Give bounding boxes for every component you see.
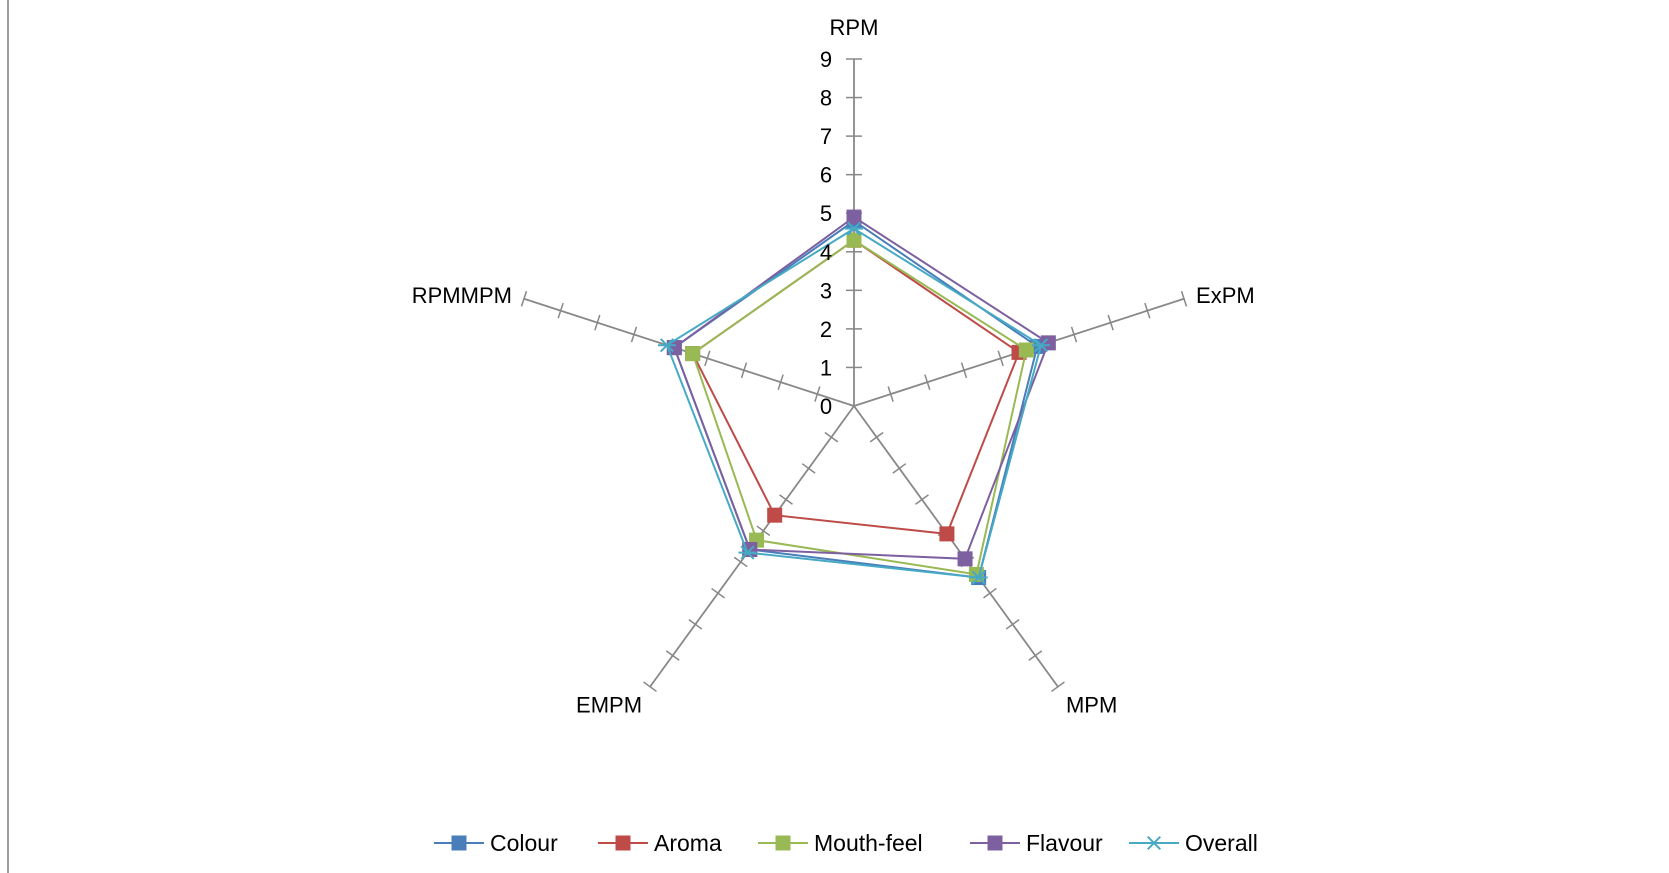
axis-tick-mark bbox=[630, 326, 638, 343]
axis-tick-mark bbox=[594, 314, 601, 331]
axis-tick-mark bbox=[1180, 290, 1188, 307]
axis-tick-mark bbox=[801, 463, 816, 474]
data-point-flavour bbox=[846, 209, 862, 225]
axis-tick-mark bbox=[915, 494, 929, 505]
tick-label: 9 bbox=[820, 47, 832, 72]
series-line-aroma bbox=[691, 238, 1021, 535]
axis-tick-mark bbox=[779, 494, 793, 505]
axes-layer bbox=[520, 58, 1188, 693]
axis-label-rpm: RPM bbox=[830, 15, 879, 40]
axis-tick-mark bbox=[924, 374, 931, 391]
legend-label-mouth-feel: Mouth-feel bbox=[814, 830, 923, 856]
axis-spoke bbox=[853, 405, 1059, 688]
tick-label: 3 bbox=[820, 278, 832, 303]
legend-label-flavour: Flavour bbox=[1026, 830, 1103, 856]
axis-tick-mark bbox=[643, 681, 657, 693]
axis-tick-mark bbox=[892, 463, 907, 474]
axis-tick-mark bbox=[1107, 314, 1114, 331]
axis-tick-mark bbox=[740, 362, 748, 379]
axis-tick-mark bbox=[756, 525, 771, 537]
data-point-overall bbox=[738, 545, 757, 560]
axis-tick-mark bbox=[733, 556, 748, 568]
axis-tick-mark bbox=[557, 302, 564, 319]
axis-tick-mark bbox=[960, 362, 968, 379]
data-point-overall bbox=[845, 221, 863, 236]
series-line-mouth-feel bbox=[691, 238, 1028, 576]
axis-tick-mark bbox=[704, 350, 711, 367]
axis-tick-mark bbox=[983, 587, 997, 599]
legend-marker-mouth-feel bbox=[775, 835, 791, 851]
tick-label: 2 bbox=[820, 317, 832, 342]
legend-marker-aroma bbox=[615, 835, 631, 851]
axis-tick-mark bbox=[1028, 650, 1043, 661]
data-point-mouth-feel bbox=[685, 346, 701, 362]
legend-label-overall: Overall bbox=[1185, 830, 1258, 856]
axis-label-empm: EMPM bbox=[576, 693, 642, 718]
axis-tick-mark bbox=[887, 386, 894, 402]
marker-stroke bbox=[971, 570, 986, 585]
axis-tick-mark bbox=[711, 587, 725, 599]
series-line-overall bbox=[665, 227, 1043, 579]
data-point-overall bbox=[969, 570, 988, 585]
tick-label: 8 bbox=[820, 86, 832, 111]
legend-marker-colour bbox=[451, 835, 467, 851]
data-point-overall bbox=[1032, 338, 1051, 353]
tick-label: 1 bbox=[820, 355, 832, 380]
axis-tick-mark bbox=[997, 350, 1004, 367]
legend-layer: Colour Aroma Mouth-feel Flavour Overall bbox=[434, 830, 1258, 856]
data-point-mouth-feel bbox=[846, 232, 862, 248]
data-point-overall bbox=[657, 338, 676, 353]
marker-stroke bbox=[1034, 338, 1049, 353]
axis-tick-mark bbox=[1005, 619, 1020, 630]
marker-stroke bbox=[659, 338, 674, 353]
axis-label-expm: ExPM bbox=[1196, 283, 1255, 308]
tick-label: 0 bbox=[820, 394, 832, 419]
data-point-aroma bbox=[939, 526, 955, 542]
axis-tick-mark bbox=[869, 431, 884, 443]
tick-label: 4 bbox=[820, 240, 832, 265]
legend-marker-overall bbox=[1145, 835, 1163, 851]
data-point-flavour bbox=[1040, 335, 1056, 351]
tick-label: 6 bbox=[820, 163, 832, 188]
axis-tick-mark bbox=[777, 374, 784, 391]
labels-layer: 0 1 2 3 4 5 6 7 8 9 RPM ExPM MPM EMPM RPMMPM bbox=[412, 15, 1255, 718]
axis-tick-mark bbox=[520, 290, 528, 307]
axis-label-rpmmpm: RPMMPM bbox=[412, 283, 512, 308]
axis-tick-mark bbox=[1070, 326, 1078, 343]
data-point-flavour bbox=[957, 551, 973, 567]
axis-tick-mark bbox=[688, 619, 703, 630]
marker-stroke bbox=[846, 221, 862, 236]
legend-label-aroma: Aroma bbox=[654, 830, 722, 856]
axis-tick-mark bbox=[1144, 302, 1151, 319]
data-point-aroma bbox=[767, 507, 783, 523]
legend-label-colour: Colour bbox=[490, 830, 558, 856]
axis-tick-mark bbox=[814, 386, 821, 402]
series-layer bbox=[657, 209, 1056, 586]
series-line-flavour bbox=[673, 215, 1050, 560]
axis-tick-mark bbox=[665, 650, 680, 661]
axis-label-mpm: MPM bbox=[1066, 693, 1117, 718]
axis-tick-mark bbox=[1051, 681, 1065, 693]
marker-stroke bbox=[740, 545, 755, 560]
axis-tick-mark bbox=[824, 431, 839, 443]
marker-stroke bbox=[1146, 835, 1162, 851]
tick-label: 7 bbox=[820, 124, 832, 149]
data-point-mouth-feel bbox=[1018, 342, 1034, 358]
tick-label: 5 bbox=[820, 201, 832, 226]
legend-marker-flavour bbox=[987, 835, 1003, 851]
